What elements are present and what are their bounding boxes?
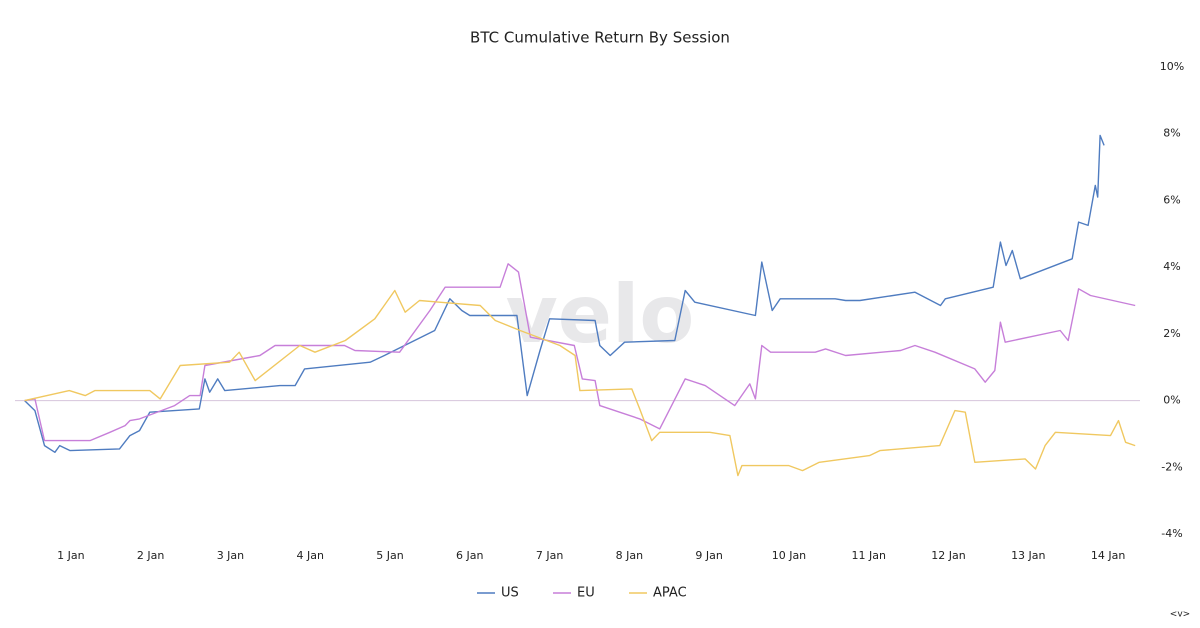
x-tick-label: 12 Jan [931,549,965,562]
y-tick-label: 8% [1163,127,1180,140]
x-tick-label: 6 Jan [456,549,483,562]
x-tick-label: 5 Jan [376,549,403,562]
y-tick-label: 2% [1163,327,1180,340]
footer-mark: <v> [1170,610,1190,620]
x-tick-label: 1 Jan [57,549,84,562]
x-tick-label: 13 Jan [1011,549,1045,562]
y-tick-label: 4% [1163,260,1180,273]
x-tick-label: 7 Jan [536,549,563,562]
x-tick-label: 8 Jan [616,549,643,562]
x-tick-label: 9 Jan [695,549,722,562]
x-tick-label: 2 Jan [137,549,164,562]
legend-label: APAC [653,586,687,601]
series-line [24,263,1136,442]
x-tick-label: 4 Jan [296,549,323,562]
x-tick-label: 10 Jan [772,549,806,562]
y-tick-label: 6% [1163,193,1180,206]
x-tick-label: 14 Jan [1091,549,1125,562]
y-tick-label: -2% [1161,460,1182,473]
y-tick-label: 0% [1163,394,1180,407]
legend-label: EU [577,586,595,601]
x-tick-label: 3 Jan [217,549,244,562]
series-line [24,289,1136,477]
legend-label: US [501,586,519,601]
y-tick-label: 10% [1160,60,1184,73]
y-tick-label: -4% [1161,527,1182,540]
series-line [24,134,1105,453]
watermark: velo [506,268,695,361]
chart-title: BTC Cumulative Return By Session [470,29,730,47]
x-tick-label: 11 Jan [851,549,885,562]
